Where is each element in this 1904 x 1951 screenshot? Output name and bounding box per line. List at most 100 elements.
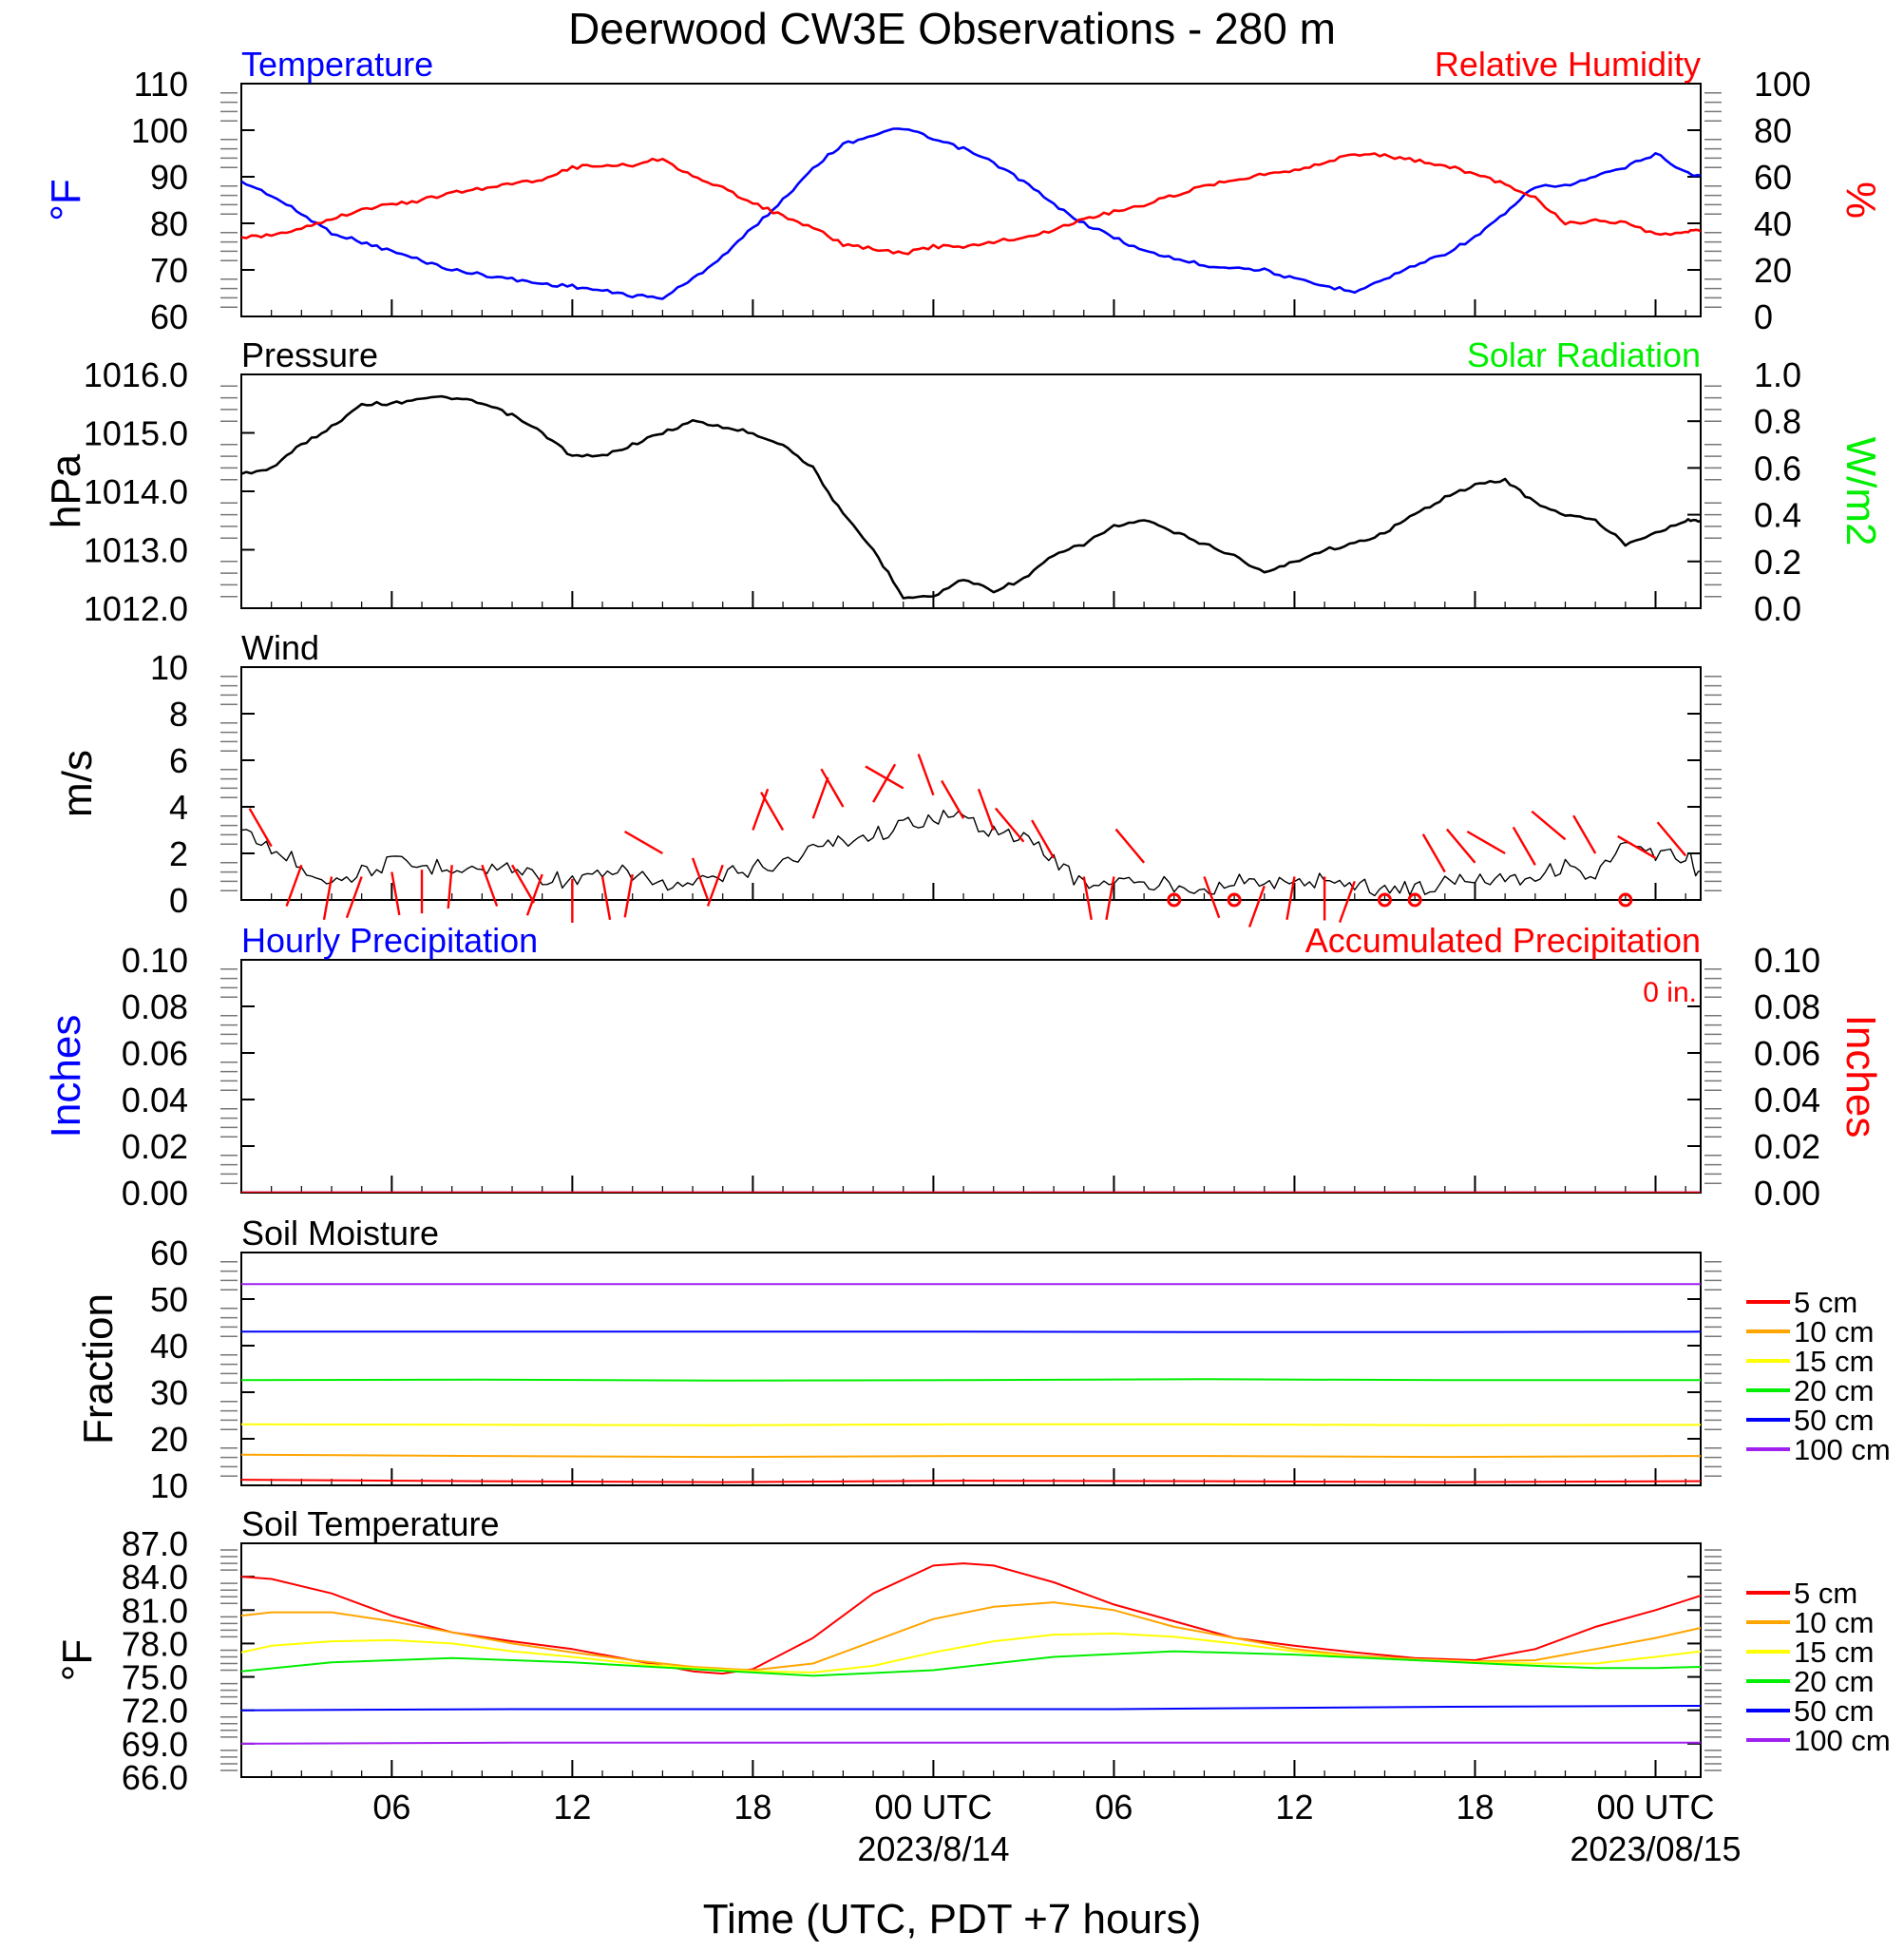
legend-label: 10 cm <box>1794 1606 1874 1639</box>
x-tick-label: 06 <box>372 1788 410 1827</box>
y-right-tick-label: 1.0 <box>1754 355 1801 394</box>
y-tick-label: 8 <box>169 695 188 734</box>
wind-barb <box>691 857 709 900</box>
wind-barb <box>1114 828 1146 864</box>
panel-title-right: Solar Radiation <box>1467 335 1701 374</box>
panel-title-left: Wind <box>241 628 319 667</box>
wind-barb <box>752 788 770 831</box>
y-right-tick-label: 40 <box>1754 204 1792 243</box>
y-right-tick-label: 0.00 <box>1754 1174 1820 1213</box>
series-line <box>241 810 1701 897</box>
y-tick-label: 1015.0 <box>84 414 188 453</box>
y-tick-label: 4 <box>169 788 188 827</box>
series-line <box>241 1705 1701 1712</box>
series-line <box>241 127 1701 300</box>
wind-barb <box>917 754 935 796</box>
wind-barb <box>481 864 499 907</box>
calm-wind-circle <box>1618 892 1633 908</box>
y-tick-label: 80 <box>150 204 188 243</box>
accumulated-total-label: 0 in. <box>1643 977 1697 1008</box>
panel-title-left: Soil Moisture <box>241 1214 439 1253</box>
wind-barb <box>941 779 965 819</box>
wind-barb <box>811 776 829 819</box>
y-tick-label: 2 <box>169 834 188 873</box>
wind-barb <box>706 864 724 907</box>
y-right-tick-label: 0 <box>1754 297 1773 336</box>
wind-barb <box>977 788 995 831</box>
wind-barb <box>1572 814 1597 854</box>
panel-title-left: Pressure <box>241 335 378 374</box>
y-right-tick-label: 0.6 <box>1754 449 1801 488</box>
legend-label: 10 cm <box>1794 1315 1874 1348</box>
x-date-label: 2023/08/15 <box>1570 1829 1741 1868</box>
y-tick-label: 60 <box>150 297 188 336</box>
series-line <box>241 152 1701 256</box>
x-tick-label: 12 <box>553 1788 591 1827</box>
y-tick-label: 1013.0 <box>84 531 188 570</box>
wind-barb <box>447 865 453 909</box>
panel-title-left: Hourly Precipitation <box>241 921 538 960</box>
x-tick-label: 00 UTC <box>874 1788 992 1827</box>
calm-wind-circle <box>1167 892 1182 908</box>
wind-barb <box>872 763 897 803</box>
legend-label: 20 cm <box>1794 1374 1874 1407</box>
y-right-tick-label: 0.06 <box>1754 1034 1820 1073</box>
y-tick-label: 78.0 <box>122 1624 188 1663</box>
y-tick-label: 69.0 <box>122 1725 188 1764</box>
series-line <box>241 394 1701 600</box>
y-tick-label: 6 <box>169 741 188 780</box>
y-tick-label: 0.02 <box>122 1127 188 1166</box>
panel-pressure: 1012.0 1013.0 1014.0 1015.0 1016.0 0.0 0.2 0.4 0… <box>43 335 1884 628</box>
y-tick-label: 90 <box>150 158 188 197</box>
y-axis-label-right: Inches <box>1837 1015 1884 1138</box>
y-axis-label-left: m/s <box>54 750 101 817</box>
calm-wind-circle <box>1377 892 1392 908</box>
y-tick-label: 100 <box>131 111 188 150</box>
y-tick-label: 84.0 <box>122 1558 188 1597</box>
legend-label: 100 cm <box>1794 1724 1891 1757</box>
legend-label: 50 cm <box>1794 1694 1874 1728</box>
y-tick-label: 30 <box>150 1373 188 1412</box>
y-axis-label-left: °F <box>54 1639 101 1681</box>
wind-barb <box>1531 810 1567 841</box>
series-line <box>241 1453 1701 1459</box>
x-tick-label: 18 <box>1456 1788 1494 1827</box>
y-right-tick-label: 0.10 <box>1754 941 1820 980</box>
y-right-tick-label: 0.04 <box>1754 1081 1820 1119</box>
y-tick-label: 0.04 <box>122 1081 188 1119</box>
wind-barb <box>1285 876 1296 921</box>
y-axis-label-right: W/m2 <box>1837 437 1884 546</box>
y-right-tick-label: 20 <box>1754 251 1792 290</box>
y-right-tick-label: 0.8 <box>1754 402 1801 441</box>
y-tick-label: 0 <box>169 881 188 920</box>
y-tick-label: 1016.0 <box>84 355 188 394</box>
y-tick-label: 75.0 <box>122 1658 188 1697</box>
y-right-tick-label: 0.02 <box>1754 1127 1820 1166</box>
x-axis-label: Time (UTC, PDT +7 hours) <box>703 1896 1201 1942</box>
panel-title-left: Temperature <box>241 45 433 84</box>
y-tick-label: 72.0 <box>122 1692 188 1731</box>
wind-barb <box>1617 834 1657 859</box>
wind-barb <box>322 876 333 921</box>
y-tick-label: 60 <box>150 1234 188 1272</box>
series-line <box>241 1650 1701 1677</box>
wind-barb <box>1082 876 1093 921</box>
panel-soil_moisture: 10 20 30 40 50 60 Soil Moisture Fraction 5 cm10 … <box>75 1214 1891 1505</box>
wind-barb <box>1203 876 1221 919</box>
y-right-tick-label: 0.4 <box>1754 496 1801 535</box>
wind-barb <box>345 876 363 919</box>
legend-label: 5 cm <box>1794 1286 1857 1319</box>
wind-barbs <box>248 754 1687 928</box>
wind-barb <box>510 864 536 904</box>
y-tick-label: 87.0 <box>122 1524 188 1563</box>
wind-barb <box>1656 821 1687 857</box>
panel-wind: 0 2 4 6 8 10 Wind m/s <box>54 628 1722 928</box>
series-line <box>241 1378 1701 1382</box>
panel-frame <box>240 666 1702 901</box>
wind-barb <box>994 807 1025 843</box>
y-right-tick-label: 0.2 <box>1754 543 1801 582</box>
y-axis-label-right: % <box>1837 182 1884 219</box>
